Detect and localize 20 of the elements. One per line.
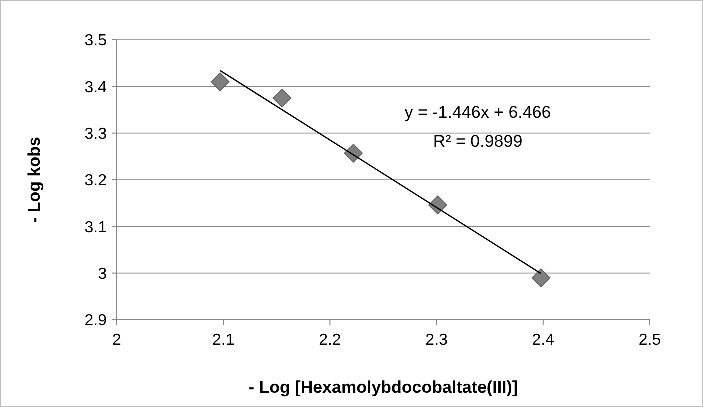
point: [272, 88, 292, 108]
annotation: y = -1.446x + 6.466: [404, 103, 552, 122]
y-tick-label: 3.3: [84, 126, 108, 143]
x-tick-label: 2.1: [212, 332, 235, 349]
annotation: R² = 0.9899: [433, 132, 523, 151]
x-axis-title: - Log [Hexamolybdocobaltate(III)]: [248, 378, 518, 397]
x-tick-label: 2: [112, 332, 122, 349]
y-tick-label: 2.9: [84, 312, 108, 330]
y-tick-label: 3.5: [84, 32, 108, 50]
point: [532, 268, 551, 288]
point: [211, 72, 230, 92]
y-tick-label: 3: [98, 266, 108, 283]
x-tick-label: 2.5: [638, 332, 662, 349]
y-tick-label: 3.1: [84, 219, 108, 236]
y-tick-label: 3.2: [84, 172, 108, 190]
x-tick-label: 2.3: [426, 332, 448, 349]
y-axis-title: - Log kobs: [25, 137, 44, 223]
x-tick-label: 2.2: [319, 332, 342, 349]
y-tick-label: 3.4: [84, 79, 108, 96]
x-tick-label: 2.4: [532, 332, 555, 349]
